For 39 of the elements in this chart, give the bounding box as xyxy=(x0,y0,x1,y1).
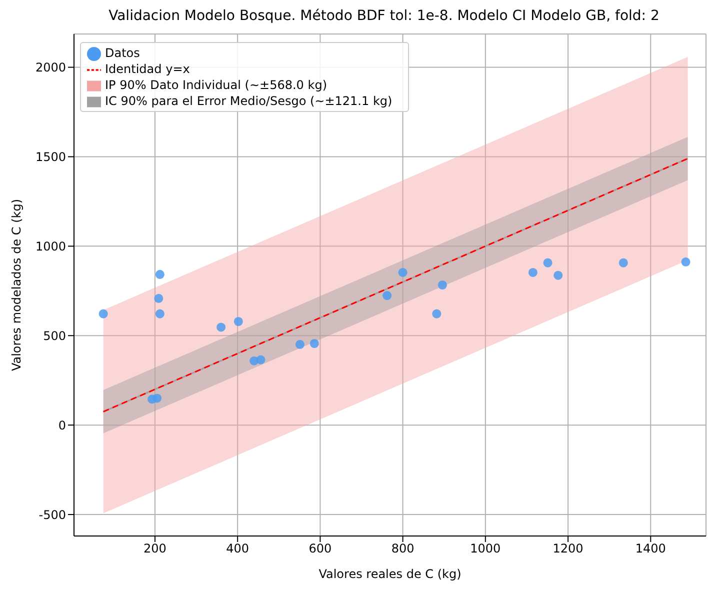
x-tick-label: 1000 xyxy=(470,542,501,556)
y-tick-label: 500 xyxy=(43,328,66,343)
x-tick-label: 600 xyxy=(308,542,332,556)
chart-title: Validacion Modelo Bosque. Método BDF tol: 1e-8. Modelo CI Modelo GB, fold: 2 xyxy=(108,8,660,26)
y-tick-label: 1500 xyxy=(35,150,66,164)
point xyxy=(681,257,690,266)
legend-label: Datos xyxy=(105,46,140,60)
point xyxy=(432,309,442,318)
y-tick-label: 0 xyxy=(58,418,66,432)
point xyxy=(554,270,563,280)
x-axis-title: Valores reales de C (kg) xyxy=(318,567,462,581)
point xyxy=(154,294,164,303)
point xyxy=(216,322,226,332)
point xyxy=(543,258,552,268)
point xyxy=(256,355,266,364)
legend-label: IC 90% para el Error Medio/Sesgo (~±121.1 kg) xyxy=(105,94,392,108)
y-axis-title: Valores modelados de C (kg) xyxy=(9,198,24,372)
point xyxy=(234,316,243,326)
x-tick-label: 400 xyxy=(226,542,250,556)
x-tick-label: 200 xyxy=(144,542,166,556)
point xyxy=(382,291,392,300)
point xyxy=(98,309,108,318)
point xyxy=(528,268,538,277)
point xyxy=(295,340,304,349)
y-tick-label: 1000 xyxy=(35,239,66,254)
x-tick-label: 800 xyxy=(391,542,414,556)
point xyxy=(155,309,164,318)
x-tick-label: 1400 xyxy=(635,542,666,556)
y-tick-label: -500 xyxy=(38,508,66,522)
y-tick-label: 2000 xyxy=(35,60,66,75)
legend-label: IP 90% Dato Individual (~±568.0 kg) xyxy=(105,78,327,92)
x-tick-label: 1200 xyxy=(552,542,584,556)
point xyxy=(310,338,319,348)
point xyxy=(152,394,162,403)
legend-label: Identidad y=x xyxy=(105,62,190,76)
point xyxy=(155,270,164,279)
point xyxy=(398,268,408,277)
point xyxy=(438,280,447,290)
point xyxy=(618,258,628,268)
